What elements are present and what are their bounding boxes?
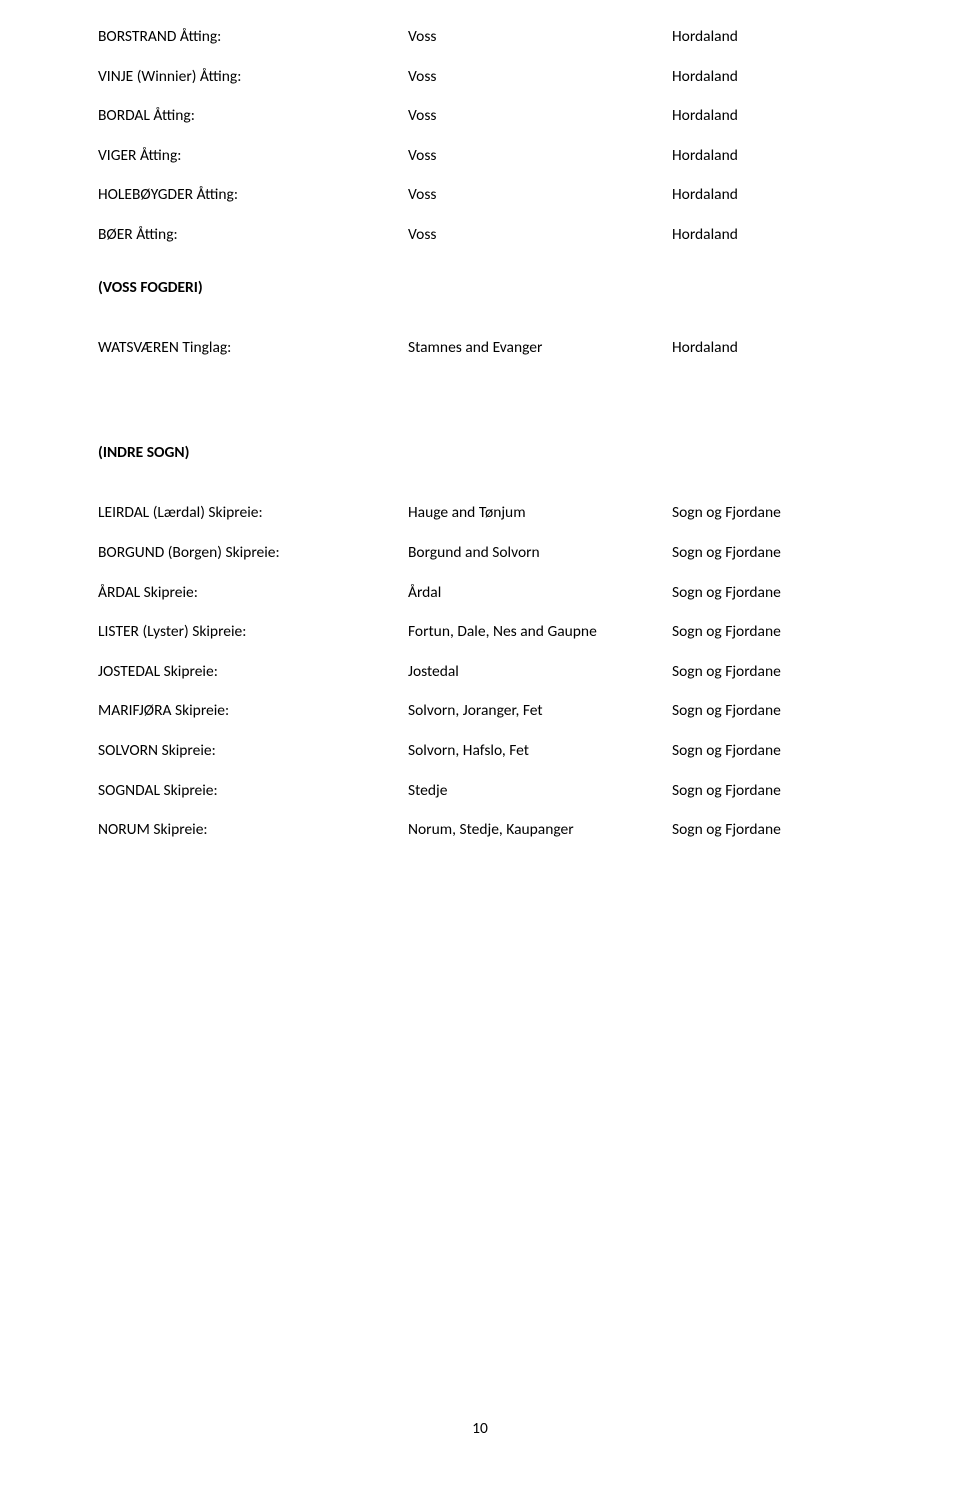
cell-name: BORDAL Åtting: [98,107,408,126]
cell-location: Voss [408,226,672,245]
table-row: VIGER Åtting: Voss Hordaland [98,147,862,166]
table-row: SOGNDAL Skipreie: Stedje Sogn og Fjordan… [98,782,862,801]
top-block: BORSTRAND Åtting: Voss Hordaland VINJE (… [98,28,862,245]
cell-name: LISTER (Lyster) Skipreie: [98,623,408,642]
cell-region: Sogn og Fjordane [672,663,862,682]
table-row: BORSTRAND Åtting: Voss Hordaland [98,28,862,47]
cell-location: Solvorn, Hafslo, Fet [408,742,672,761]
cell-region: Hordaland [672,107,862,126]
table-row: JOSTEDAL Skipreie: Jostedal Sogn og Fjor… [98,663,862,682]
cell-name: BØER Åtting: [98,226,408,245]
cell-location: Voss [408,28,672,47]
cell-region: Sogn og Fjordane [672,584,862,603]
cell-location: Jostedal [408,663,672,682]
cell-name: VINJE (Winnier) Åtting: [98,68,408,87]
cell-region: Hordaland [672,226,862,245]
table-row: WATSVÆREN Tinglag: Stamnes and Evanger H… [98,339,862,358]
cell-name: SOLVORN Skipreie: [98,742,408,761]
cell-name: JOSTEDAL Skipreie: [98,663,408,682]
cell-region: Sogn og Fjordane [672,821,862,840]
cell-name: MARIFJØRA Skipreie: [98,702,408,721]
table-row: BØER Åtting: Voss Hordaland [98,226,862,245]
cell-location: Voss [408,186,672,205]
cell-region: Hordaland [672,68,862,87]
table-row: BORGUND (Borgen) Skipreie: Borgund and S… [98,544,862,563]
cell-location: Stedje [408,782,672,801]
cell-location: Norum, Stedje, Kaupanger [408,821,672,840]
cell-name: BORGUND (Borgen) Skipreie: [98,544,408,563]
cell-region: Hordaland [672,147,862,166]
cell-location: Solvorn, Joranger, Fet [408,702,672,721]
page-number: 10 [0,1419,960,1438]
section-heading-indre-sogn: (INDRE SOGN) [98,444,862,463]
cell-region: Sogn og Fjordane [672,742,862,761]
cell-location: Årdal [408,584,672,603]
cell-region: Sogn og Fjordane [672,782,862,801]
cell-location: Voss [408,107,672,126]
cell-region: Sogn og Fjordane [672,702,862,721]
cell-region: Hordaland [672,28,862,47]
table-row: ÅRDAL Skipreie: Årdal Sogn og Fjordane [98,584,862,603]
mid-block: WATSVÆREN Tinglag: Stamnes and Evanger H… [98,339,862,358]
table-row: VINJE (Winnier) Åtting: Voss Hordaland [98,68,862,87]
cell-region: Hordaland [672,339,862,358]
cell-name: BORSTRAND Åtting: [98,28,408,47]
cell-region: Hordaland [672,186,862,205]
cell-region: Sogn og Fjordane [672,544,862,563]
table-row: MARIFJØRA Skipreie: Solvorn, Joranger, F… [98,702,862,721]
cell-region: Sogn og Fjordane [672,623,862,642]
section-heading-voss-fogderi: (VOSS FOGDERI) [98,279,862,298]
table-row: LISTER (Lyster) Skipreie: Fortun, Dale, … [98,623,862,642]
cell-name: WATSVÆREN Tinglag: [98,339,408,358]
cell-location: Fortun, Dale, Nes and Gaupne [408,623,672,642]
cell-name: NORUM Skipreie: [98,821,408,840]
cell-location: Stamnes and Evanger [408,339,672,358]
table-row: BORDAL Åtting: Voss Hordaland [98,107,862,126]
bottom-block: LEIRDAL (Lærdal) Skipreie: Hauge and Tøn… [98,504,862,839]
cell-location: Hauge and Tønjum [408,504,672,523]
table-row: SOLVORN Skipreie: Solvorn, Hafslo, Fet S… [98,742,862,761]
cell-name: VIGER Åtting: [98,147,408,166]
table-row: NORUM Skipreie: Norum, Stedje, Kaupanger… [98,821,862,840]
cell-location: Voss [408,68,672,87]
cell-name: HOLEBØYGDER Åtting: [98,186,408,205]
cell-location: Borgund and Solvorn [408,544,672,563]
cell-name: ÅRDAL Skipreie: [98,584,408,603]
cell-location: Voss [408,147,672,166]
cell-region: Sogn og Fjordane [672,504,862,523]
table-row: LEIRDAL (Lærdal) Skipreie: Hauge and Tøn… [98,504,862,523]
cell-name: SOGNDAL Skipreie: [98,782,408,801]
table-row: HOLEBØYGDER Åtting: Voss Hordaland [98,186,862,205]
cell-name: LEIRDAL (Lærdal) Skipreie: [98,504,408,523]
